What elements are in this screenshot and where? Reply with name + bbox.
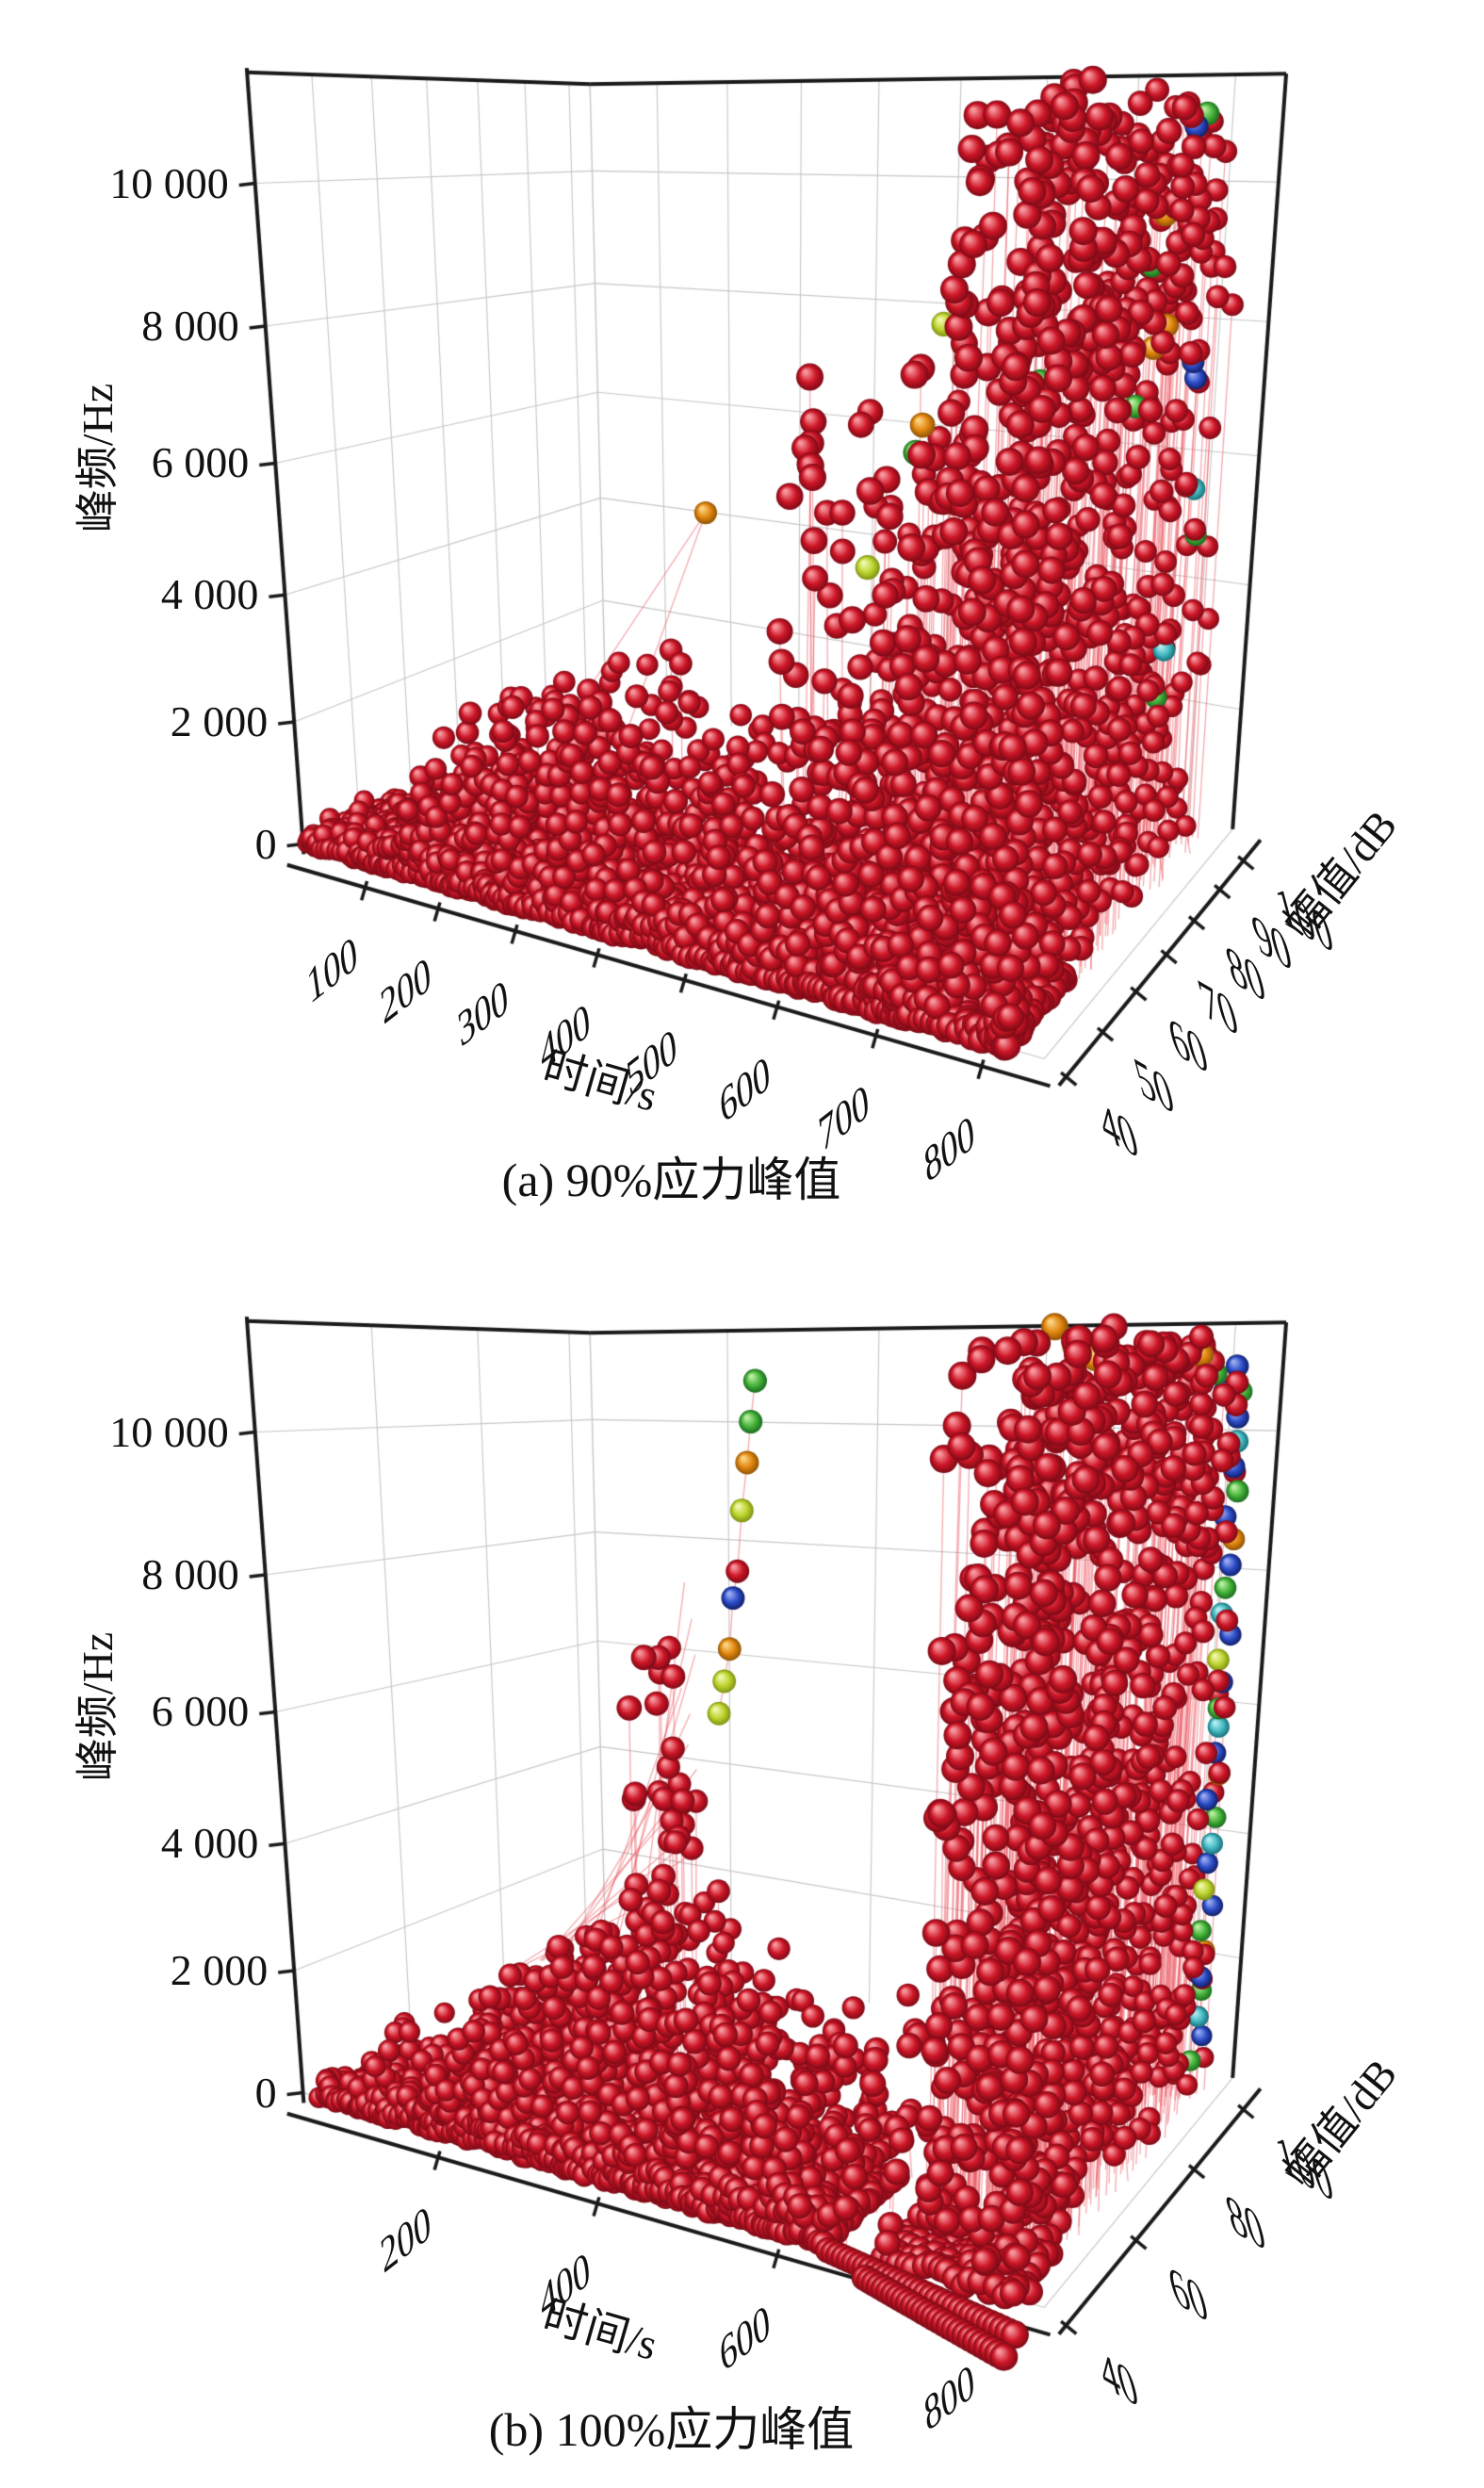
z-axis-title-a: 峰频/Hz (73, 383, 122, 533)
caption-panel-a: (a) 90%应力峰值 (501, 1154, 841, 1206)
caption-panel-b: (b) 100%应力峰值 (488, 2403, 855, 2456)
z-axis-title-b: 峰频/Hz (73, 1631, 122, 1782)
